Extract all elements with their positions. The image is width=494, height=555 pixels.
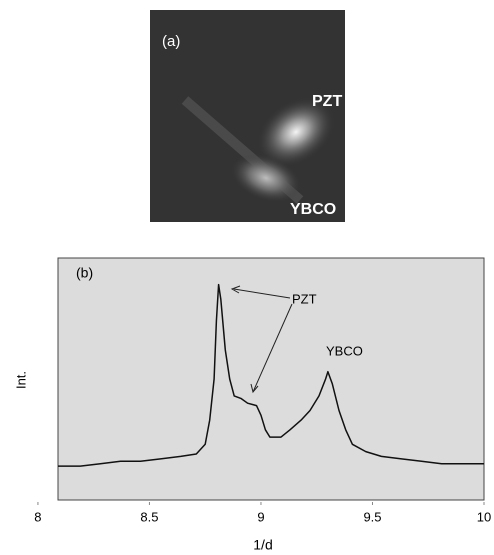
annotation: YBCO	[326, 343, 363, 358]
x-tick-label: 8.5	[140, 509, 158, 524]
pzt-spot	[257, 97, 335, 167]
image-panel: (a) PZT YBCO	[150, 10, 345, 222]
x-axis-label: 1/d	[253, 537, 272, 553]
arrow-head	[250, 383, 259, 394]
arrows	[230, 285, 293, 394]
x-tick-label: 8	[34, 509, 41, 524]
spectrum-line	[58, 283, 484, 467]
x-tick-label: 9	[257, 509, 264, 524]
x-tick-label: 9.5	[363, 509, 381, 524]
image-label: YBCO	[290, 201, 336, 218]
arrow	[233, 288, 291, 299]
arrow	[252, 303, 293, 393]
annotation: PZT	[292, 291, 317, 306]
x-tick-label: 10	[477, 509, 491, 524]
panel-label: (a)	[162, 33, 180, 50]
panel-label: (b)	[76, 265, 93, 281]
plot-panel: (b) Int. 1/d PZT YBCO	[13, 257, 485, 553]
image-label: PZT	[312, 93, 342, 110]
ybco-spot	[231, 153, 301, 203]
arrow-head	[230, 285, 241, 294]
plot-area	[57, 257, 485, 501]
y-axis-label: Int.	[13, 371, 28, 389]
